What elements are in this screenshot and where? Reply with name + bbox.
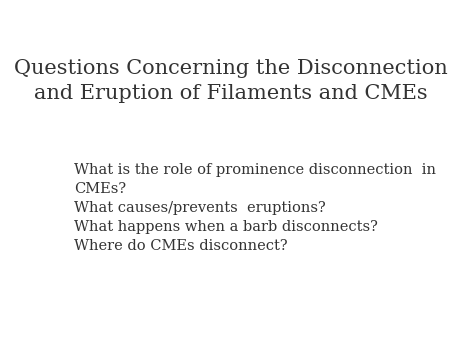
- Text: Questions Concerning the Disconnection
and Eruption of Filaments and CMEs: Questions Concerning the Disconnection a…: [14, 59, 447, 103]
- Text: What is the role of prominence disconnection  in
CMEs?
What causes/prevents  eru: What is the role of prominence disconnec…: [74, 163, 436, 253]
